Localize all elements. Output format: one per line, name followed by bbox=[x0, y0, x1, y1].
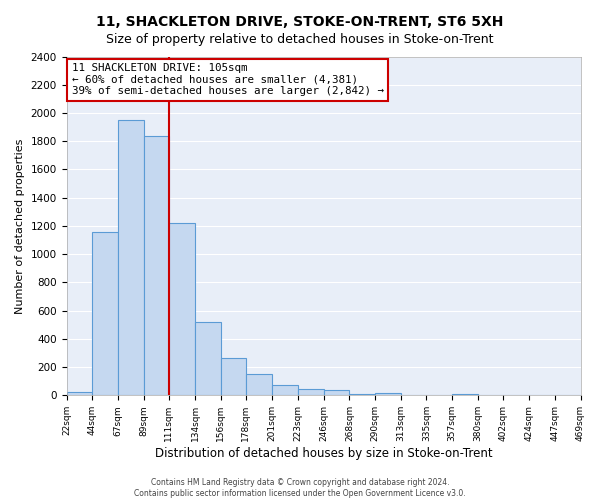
Bar bbox=[374, 393, 401, 396]
Bar bbox=[503, 394, 529, 396]
Text: Contains HM Land Registry data © Crown copyright and database right 2024.
Contai: Contains HM Land Registry data © Crown c… bbox=[134, 478, 466, 498]
Bar bbox=[298, 389, 324, 396]
Bar bbox=[118, 120, 143, 396]
Bar bbox=[67, 392, 92, 396]
Bar bbox=[221, 358, 246, 396]
Bar bbox=[324, 390, 349, 396]
Bar bbox=[196, 322, 221, 396]
Bar bbox=[452, 394, 478, 396]
Y-axis label: Number of detached properties: Number of detached properties bbox=[15, 138, 25, 314]
Text: 11, SHACKLETON DRIVE, STOKE-ON-TRENT, ST6 5XH: 11, SHACKLETON DRIVE, STOKE-ON-TRENT, ST… bbox=[97, 15, 503, 29]
Bar bbox=[349, 394, 374, 396]
Bar bbox=[246, 374, 272, 396]
Bar bbox=[169, 223, 196, 396]
Bar bbox=[272, 385, 298, 396]
X-axis label: Distribution of detached houses by size in Stoke-on-Trent: Distribution of detached houses by size … bbox=[155, 447, 493, 460]
Bar bbox=[143, 136, 169, 396]
Bar bbox=[401, 394, 427, 396]
Text: Size of property relative to detached houses in Stoke-on-Trent: Size of property relative to detached ho… bbox=[106, 32, 494, 46]
Text: 11 SHACKLETON DRIVE: 105sqm
← 60% of detached houses are smaller (4,381)
39% of : 11 SHACKLETON DRIVE: 105sqm ← 60% of det… bbox=[71, 64, 383, 96]
Bar bbox=[427, 394, 452, 396]
Bar bbox=[92, 232, 118, 396]
